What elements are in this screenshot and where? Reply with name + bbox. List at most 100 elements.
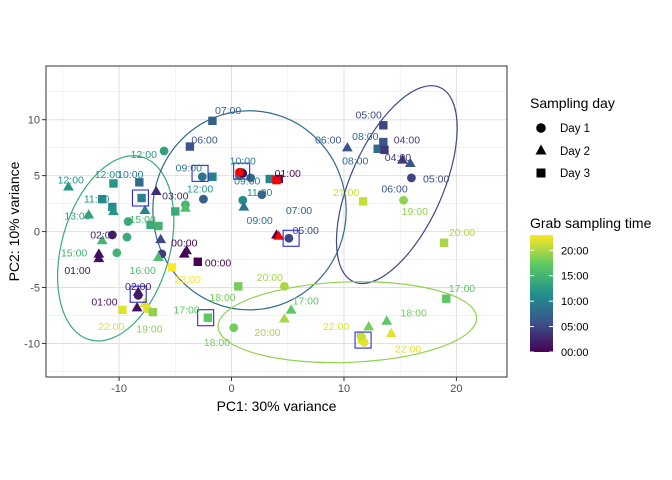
colorbar-tick-label: 15:00 xyxy=(561,271,589,283)
highlight-box xyxy=(233,162,251,180)
data-point-circle xyxy=(123,217,133,226)
data-point-square xyxy=(137,193,146,203)
data-points xyxy=(63,116,451,347)
data-point-square xyxy=(208,172,217,181)
point-time-label: 12:00 xyxy=(187,184,213,196)
point-time-label: 04:00 xyxy=(394,134,420,146)
data-point-circle xyxy=(238,195,248,205)
data-point-circle xyxy=(284,233,294,243)
data-point-triangle xyxy=(341,142,353,152)
colorbar-tick-label: 00:00 xyxy=(561,347,589,359)
point-time-label: 06:00 xyxy=(315,134,341,146)
data-point-circle xyxy=(246,173,256,183)
highlight-point-square xyxy=(272,175,281,185)
data-point-square xyxy=(234,282,243,291)
data-point-triangle xyxy=(93,252,105,263)
point-time-label: 19:00 xyxy=(402,206,428,218)
data-point-circle xyxy=(122,232,132,242)
point-time-label: 08:00 xyxy=(342,156,368,168)
point-labels: 12:00 12:0011:0013:0015:0001:0002:0010:00… xyxy=(58,105,476,355)
data-point-triangle xyxy=(404,157,416,168)
highlight-box xyxy=(197,309,215,327)
point-time-label: 01:00 xyxy=(91,297,117,309)
data-point-square xyxy=(379,137,388,147)
point-time-label: 20:00 xyxy=(257,272,283,284)
data-point-triangle xyxy=(397,154,408,164)
data-point-circle xyxy=(199,194,208,204)
y-tick-label: 0 xyxy=(34,227,40,239)
shape-legend-title: Sampling day xyxy=(530,95,615,111)
color-legend: Grab sampling time 20:00 15:00 10:00 05:00 0… xyxy=(530,215,652,359)
data-point-square xyxy=(379,121,388,130)
data-point-circle xyxy=(133,290,143,300)
data-point-circle xyxy=(229,323,239,333)
data-point-triangle xyxy=(381,315,393,325)
data-point-triangle xyxy=(96,234,108,245)
data-point-triangle xyxy=(108,205,119,216)
legend-circle-icon xyxy=(536,123,546,133)
point-time-label: 08:00 xyxy=(352,131,378,143)
point-time-label: 12:00 xyxy=(95,169,121,181)
data-point-square xyxy=(146,220,155,230)
point-time-label: 05:00 xyxy=(293,225,319,237)
data-point-circle xyxy=(399,195,408,205)
legend-square-icon xyxy=(536,168,546,178)
y-tick-label: -5 xyxy=(30,283,40,295)
point-time-label: 21:00 xyxy=(333,187,359,199)
point-time-label: 22:00 xyxy=(323,321,349,333)
point-time-label: 01:00 xyxy=(64,265,90,277)
point-time-label: 15:00 xyxy=(130,214,156,226)
data-point-triangle xyxy=(63,181,74,191)
point-time-label: 07:00 xyxy=(286,205,312,217)
data-point-triangle xyxy=(153,251,164,261)
point-time-label: 17:00 xyxy=(449,283,475,295)
data-point-circle xyxy=(279,281,289,291)
legend-label-day2: Day 2 xyxy=(560,146,590,158)
data-point-square xyxy=(148,307,158,317)
point-time-label: 12:00 xyxy=(58,175,84,187)
y-tick-label: 5 xyxy=(34,171,40,183)
point-time-label: 07:00 xyxy=(215,105,241,117)
colorbar xyxy=(530,235,553,352)
point-time-label: 18:00 xyxy=(204,337,230,349)
data-point-square xyxy=(167,263,177,272)
point-time-label: 02:00 xyxy=(125,281,151,293)
highlight-box xyxy=(131,189,149,207)
data-point-circle xyxy=(159,146,169,156)
point-time-label: 18:00 xyxy=(401,308,427,320)
data-point-square xyxy=(380,145,389,155)
data-point-square xyxy=(203,313,213,322)
point-time-label: 06:00 xyxy=(381,184,407,196)
data-point-square xyxy=(154,221,163,231)
legend-triangle-icon xyxy=(535,144,547,155)
y-tick-label: 10 xyxy=(28,115,40,127)
highlight-box xyxy=(354,331,372,349)
point-time-label: 10:00 xyxy=(230,156,256,168)
point-time-label: 11:00 xyxy=(84,194,110,206)
data-point-triangle xyxy=(155,233,167,244)
color-legend-title: Grab sampling time xyxy=(530,215,652,231)
data-point-square xyxy=(373,144,382,153)
data-point-circle xyxy=(356,331,366,341)
point-time-label: 05:00 xyxy=(356,110,382,122)
confidence-ellipse xyxy=(152,110,347,311)
data-point-triangle xyxy=(150,185,162,195)
data-point-square xyxy=(109,179,118,188)
point-time-label: 00:00 xyxy=(205,257,231,269)
highlight-box xyxy=(191,164,209,182)
point-time-label: 04:00 xyxy=(385,152,411,164)
point-time-label: 10:00 xyxy=(117,169,143,181)
point-time-label: 13:00 xyxy=(64,210,90,222)
data-point-triangle xyxy=(385,327,397,338)
point-time-label: 09:00 xyxy=(234,176,260,188)
data-point-square xyxy=(171,207,180,216)
data-point-square xyxy=(98,194,107,204)
point-time-label: 05:00 xyxy=(423,173,449,185)
legend-label-day1: Day 1 xyxy=(560,123,590,135)
data-point-circle xyxy=(257,190,267,200)
highlight-box xyxy=(282,229,300,247)
x-tick-label: 10 xyxy=(338,383,350,395)
data-point-square xyxy=(265,174,274,184)
highlight-points xyxy=(234,167,285,240)
